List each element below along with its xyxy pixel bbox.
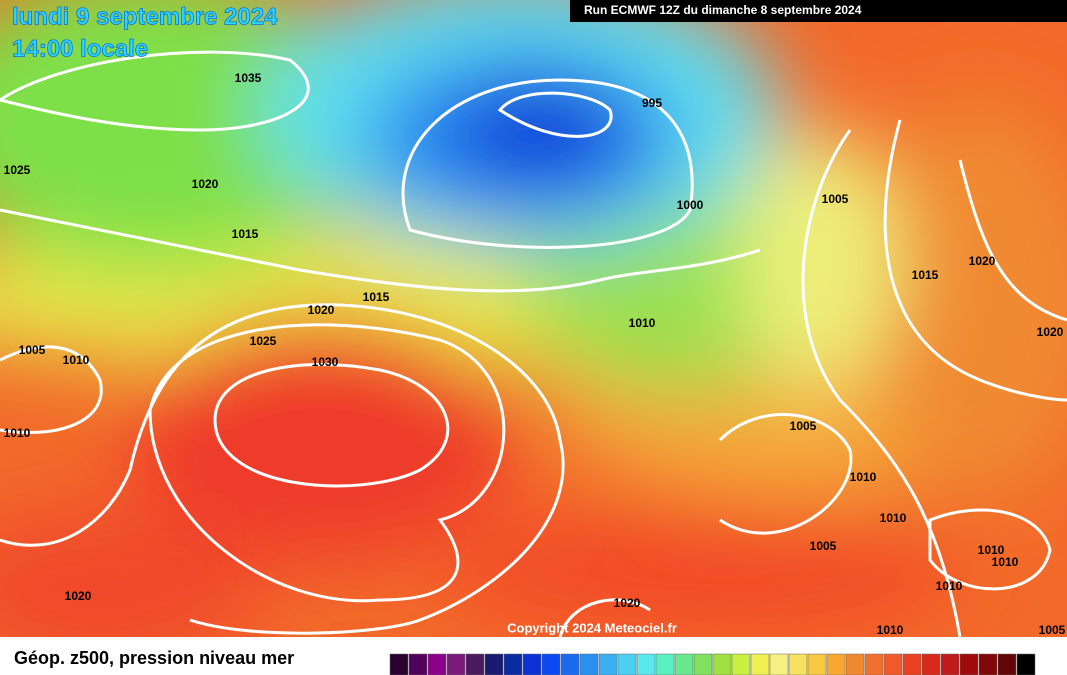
isobar-label: 1005	[790, 419, 817, 433]
run-info: Run ECMWF 12Z du dimanche 8 septembre 20…	[584, 3, 862, 17]
isobar-label: 1010	[629, 316, 656, 330]
colorbar-swatch	[484, 653, 504, 675]
colorbar-swatch	[446, 653, 466, 675]
colorbar-swatch	[826, 653, 846, 675]
colorbar-swatch	[560, 653, 580, 675]
colorbar	[389, 653, 1036, 675]
colorbar-swatch	[731, 653, 751, 675]
colorbar-swatch	[883, 653, 903, 675]
isobar-label: 1010	[63, 353, 90, 367]
isobar-label: 1005	[822, 192, 849, 206]
colorbar-swatch	[712, 653, 732, 675]
isobar-label: 1030	[312, 355, 339, 369]
isobar-label: 1005	[1039, 623, 1066, 637]
isobar-label: 1020	[65, 589, 92, 603]
isobar-label: 1025	[4, 163, 31, 177]
colorbar-swatch	[579, 653, 599, 675]
isobar-label: 1010	[880, 511, 907, 525]
isobar-label: 1010	[978, 543, 1005, 557]
isobar-label: 1010	[992, 555, 1019, 569]
isobars	[0, 50, 1067, 637]
isobar-label: 1025	[250, 334, 277, 348]
isobar-label: 1015	[232, 227, 259, 241]
colorbar-swatch	[617, 653, 637, 675]
isobar-label: 1020	[614, 596, 641, 610]
colorbar-swatch	[1016, 653, 1036, 675]
colorbar-swatch	[769, 653, 789, 675]
isobar-label: 1010	[4, 426, 31, 440]
isobar-label: 1035	[235, 71, 262, 85]
legend-title: Géop. z500, pression niveau mer	[14, 648, 294, 668]
map-date: lundi 9 septembre 2024	[12, 3, 278, 30]
isobar-label: 1005	[19, 343, 46, 357]
isobar-label: 1010	[936, 579, 963, 593]
colorbar-swatch	[864, 653, 884, 675]
colorbar-swatch	[674, 653, 694, 675]
isobar-label: 1020	[308, 303, 335, 317]
colorbar-swatch	[921, 653, 941, 675]
isobar-label: 1015	[363, 290, 390, 304]
map-time: 14:00 locale	[12, 35, 148, 62]
copyright: Copyright 2024 Meteociel.fr	[507, 620, 677, 635]
isobar-label: 1015	[912, 268, 939, 282]
colorbar-swatch	[940, 653, 960, 675]
isobar-label: 1020	[969, 254, 996, 268]
run-banner	[570, 0, 1067, 22]
isobar-label: 995	[642, 96, 662, 110]
colorbar-swatch	[465, 653, 485, 675]
colorbar-swatch	[845, 653, 865, 675]
colorbar-swatch	[978, 653, 998, 675]
isobar-label: 1020	[1037, 325, 1064, 339]
colorbar-swatch	[902, 653, 922, 675]
colorbar-swatch	[636, 653, 656, 675]
colorbar-swatch	[389, 653, 409, 675]
colorbar-swatch	[408, 653, 428, 675]
isobar-label: 1020	[192, 177, 219, 191]
isobar-label: 1000	[677, 198, 704, 212]
colorbar-swatch	[693, 653, 713, 675]
colorbar-swatch	[655, 653, 675, 675]
isobar-label: 1010	[850, 470, 877, 484]
colorbar-swatch	[427, 653, 447, 675]
colorbar-swatch	[959, 653, 979, 675]
colorbar-swatch	[503, 653, 523, 675]
isobar-label: 1005	[810, 539, 837, 553]
colorbar-swatch	[807, 653, 827, 675]
colorbar-swatch	[750, 653, 770, 675]
isobar-labels: 1035 1025 1020 1015 995 1000 1015 1020 1025 1030 1…	[4, 71, 1066, 637]
colorbar-swatch	[997, 653, 1017, 675]
colorbar-swatch	[522, 653, 542, 675]
colorbar-swatch	[541, 653, 561, 675]
colorbar-swatch	[598, 653, 618, 675]
isobar-label: 1010	[877, 623, 904, 637]
colorbar-swatch	[788, 653, 808, 675]
